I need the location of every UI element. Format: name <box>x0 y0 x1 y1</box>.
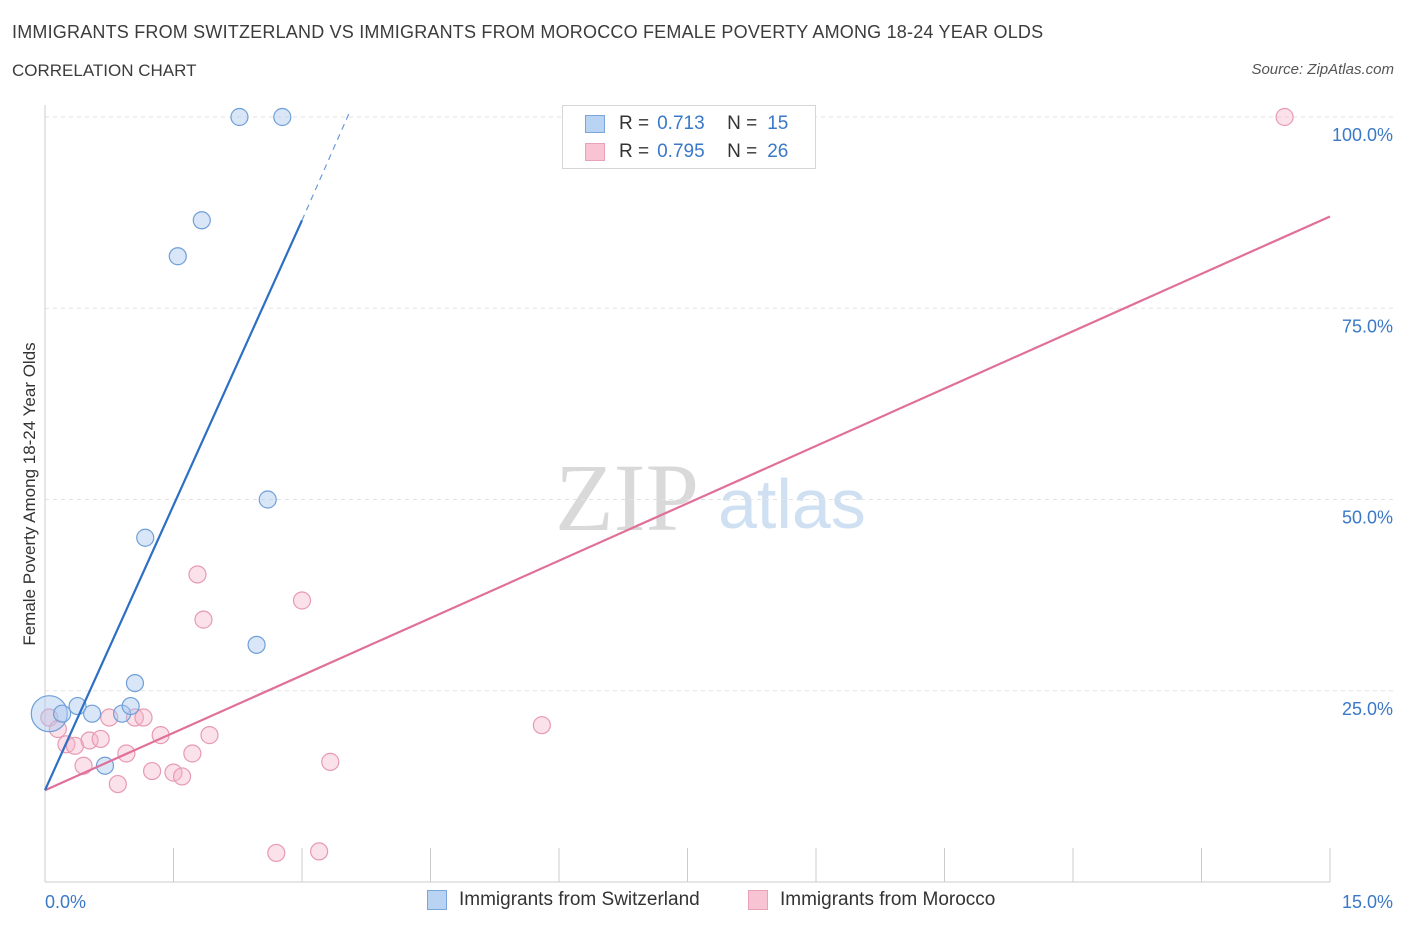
morocco-trend-line <box>44 215 1331 792</box>
grid-layer <box>45 116 1393 692</box>
legend-row-switzerland: R = 0.713 N = 15 <box>585 112 788 136</box>
switzerland-point <box>30 695 68 733</box>
switzerland-point <box>136 528 155 547</box>
morocco-point <box>134 708 153 727</box>
chart-title: IMMIGRANTS FROM SWITZERLAND VS IMMIGRANT… <box>12 22 1044 42</box>
switzerland-trend-line <box>43 219 304 791</box>
switzerland-point <box>247 635 266 654</box>
bottom-legend-label-switzerland: Immigrants from Switzerland <box>459 889 700 910</box>
morocco-point <box>172 767 192 786</box>
morocco-point <box>310 842 329 861</box>
switzerland-point <box>230 107 249 127</box>
x-tick-label: 15.0% <box>1342 892 1393 912</box>
morocco-point <box>142 761 162 781</box>
legend-r-value: 0.713 <box>657 113 705 134</box>
morocco-point <box>532 716 551 735</box>
switzerland-trend-extension <box>301 112 350 221</box>
axis-layer <box>44 105 1331 883</box>
y-tick-label: 100.0% <box>1332 125 1393 145</box>
switzerland-point <box>125 673 145 693</box>
legend-swatch-morocco <box>585 143 605 161</box>
legend-r-value: 0.795 <box>657 141 705 162</box>
legend-n-label: N = <box>727 141 758 162</box>
morocco-point <box>194 610 213 629</box>
bottom-legend-label-morocco: Immigrants from Morocco <box>780 889 996 910</box>
switzerland-point <box>192 211 211 230</box>
morocco-point <box>321 752 340 771</box>
switzerland-point <box>121 696 140 716</box>
y-tick-label: 25.0% <box>1342 699 1393 719</box>
switzerland-point <box>258 490 277 509</box>
legend-n-value: 26 <box>767 141 789 162</box>
y-tick-label: 50.0% <box>1342 508 1393 528</box>
bottom-legend-switzerland: Immigrants from Switzerland <box>427 889 700 911</box>
watermark-zip: ZIP <box>555 444 699 551</box>
source-label: Source: ZipAtlas.com <box>1251 61 1394 78</box>
legend-r-label: R = <box>619 113 650 134</box>
morocco-point <box>188 565 207 584</box>
morocco-point <box>108 774 127 794</box>
switzerland-point <box>83 704 102 723</box>
morocco-point <box>1275 107 1294 127</box>
morocco-point <box>183 744 202 763</box>
tick-label-layer: 25.0% 50.0% 75.0% 100.0% 0.0% 15.0% <box>45 125 1393 912</box>
morocco-point <box>164 763 183 782</box>
switzerland-point <box>168 247 187 266</box>
legend-row-morocco: R = 0.795 N = 26 <box>585 140 788 164</box>
legend-n-value: 15 <box>767 113 789 134</box>
legend-r-label: R = <box>619 141 650 162</box>
legend-swatch-switzerland <box>585 115 605 133</box>
morocco-point <box>200 726 219 745</box>
switzerland-point <box>273 107 292 127</box>
correlation-legend: R = 0.713 N = 15 R = 0.795 N = 26 <box>562 105 816 169</box>
morocco-point <box>74 756 93 775</box>
watermark-atlas: atlas <box>718 465 866 543</box>
bottom-legend-morocco: Immigrants from Morocco <box>748 889 995 911</box>
bottom-legend-swatch-morocco <box>748 890 768 910</box>
morocco-point <box>292 591 312 610</box>
chart-subtitle: CORRELATION CHART <box>12 61 197 80</box>
morocco-point <box>91 729 110 749</box>
y-tick-label: 75.0% <box>1342 316 1393 336</box>
bottom-legend-swatch-switzerland <box>427 890 447 910</box>
morocco-point <box>267 843 286 863</box>
trend-layer <box>43 112 1331 792</box>
switzerland-point <box>53 704 72 723</box>
legend-n-label: N = <box>727 113 758 134</box>
points-layer <box>30 107 1294 863</box>
x-tick-label: 0.0% <box>45 892 86 912</box>
